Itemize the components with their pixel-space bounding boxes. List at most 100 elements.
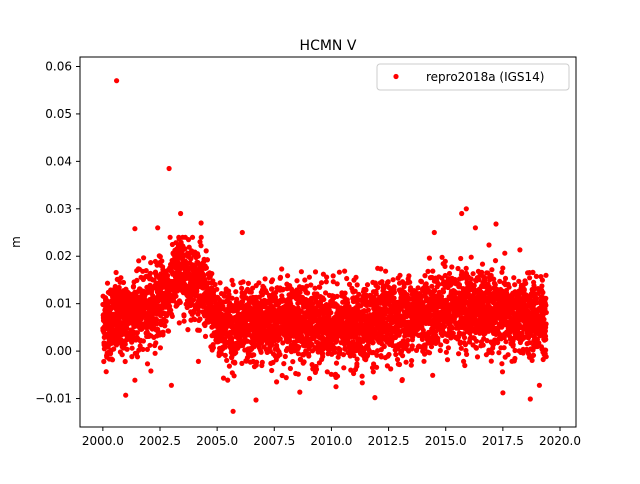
data-point	[333, 384, 339, 390]
data-point	[337, 347, 343, 353]
data-point	[306, 274, 312, 280]
data-point	[130, 283, 137, 289]
data-point	[530, 269, 536, 276]
data-point	[381, 285, 387, 292]
data-point	[353, 274, 359, 280]
data-point	[463, 347, 469, 354]
data-point	[499, 361, 505, 367]
data-point	[162, 323, 168, 329]
data-point	[169, 313, 175, 319]
data-point	[304, 332, 310, 339]
data-point	[323, 290, 329, 296]
data-point	[141, 255, 147, 261]
data-point	[197, 316, 203, 322]
data-point	[408, 362, 414, 368]
data-point	[370, 349, 376, 356]
data-point	[393, 351, 399, 358]
data-point	[269, 367, 275, 374]
data-point	[488, 358, 494, 364]
data-point	[204, 257, 210, 263]
data-point	[500, 390, 506, 396]
data-point	[309, 362, 315, 368]
data-point	[151, 277, 157, 283]
data-point	[134, 330, 140, 336]
data-point	[307, 375, 313, 382]
data-point	[543, 347, 549, 353]
data-point	[442, 263, 448, 269]
data-point	[222, 344, 228, 350]
data-point	[422, 344, 428, 350]
data-point	[523, 280, 529, 286]
data-point	[415, 285, 421, 291]
y-tick-label: 0.00	[45, 344, 72, 358]
data-point	[176, 320, 182, 326]
data-point	[159, 258, 165, 264]
data-point	[374, 364, 380, 370]
legend-box	[376, 63, 570, 91]
data-point	[317, 284, 323, 290]
data-point	[450, 330, 456, 336]
data-point	[388, 366, 394, 372]
data-point	[534, 295, 540, 301]
data-point	[482, 275, 488, 281]
data-point	[259, 292, 265, 298]
data-point	[203, 248, 209, 254]
x-tick-label: 2015.0	[425, 434, 467, 448]
data-point	[431, 229, 437, 236]
data-point	[168, 382, 174, 388]
data-point	[165, 328, 172, 334]
y-tick-label: 0.02	[45, 249, 72, 263]
data-point	[281, 361, 287, 367]
data-point	[301, 359, 307, 365]
data-point	[336, 269, 342, 275]
data-point	[378, 354, 384, 360]
data-point	[334, 293, 340, 299]
y-tick-label: 0.03	[45, 202, 72, 216]
data-point	[103, 369, 109, 375]
data-point	[344, 275, 350, 282]
data-point	[512, 347, 518, 354]
y-axis-label: m	[9, 236, 23, 248]
data-point	[321, 296, 327, 303]
data-point	[378, 266, 384, 272]
y-axis-ticks: −0.010.000.010.020.030.040.050.06	[35, 59, 80, 406]
data-point	[461, 335, 468, 341]
data-point	[433, 329, 439, 335]
data-point	[340, 352, 347, 358]
data-point	[173, 293, 179, 299]
y-tick-label: 0.06	[45, 59, 72, 73]
data-point	[182, 246, 188, 252]
data-point	[429, 283, 435, 289]
data-point	[484, 338, 490, 344]
data-point	[444, 357, 451, 363]
data-point	[533, 273, 540, 279]
data-point	[492, 282, 498, 288]
data-point	[188, 256, 194, 262]
data-point	[259, 359, 265, 365]
data-point	[112, 283, 118, 290]
data-point	[354, 282, 360, 288]
data-point	[529, 357, 535, 363]
data-point	[341, 365, 347, 371]
data-point	[521, 286, 527, 293]
data-point	[406, 273, 412, 279]
data-point	[497, 278, 503, 284]
data-point	[122, 341, 128, 347]
data-point	[499, 269, 505, 275]
data-point	[320, 353, 326, 360]
data-point	[225, 377, 231, 383]
data-point	[422, 273, 428, 279]
data-point	[426, 350, 433, 356]
data-point	[282, 353, 288, 360]
data-point	[505, 352, 511, 358]
data-point	[426, 255, 432, 261]
data-point	[440, 289, 447, 295]
x-axis-ticks: 2000.0 2002.5 2005.0 2007.5 2010.0 2012.5 2015…	[82, 427, 581, 448]
data-point	[192, 316, 198, 323]
data-point	[543, 309, 549, 316]
data-point	[239, 360, 245, 366]
data-point	[251, 352, 257, 358]
data-point	[458, 255, 464, 262]
data-point	[462, 342, 468, 348]
y-tick-label: 0.05	[45, 107, 72, 121]
